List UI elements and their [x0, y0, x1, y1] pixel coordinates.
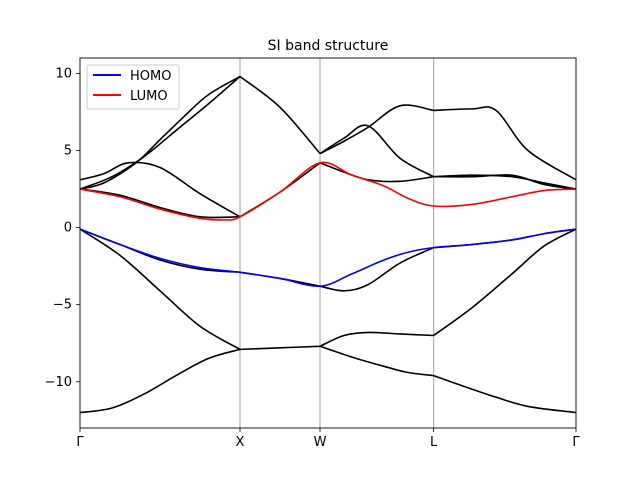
band-line-12 [239, 75, 321, 155]
band-line-9 [319, 246, 434, 292]
xtick-label-4: Γ [572, 435, 580, 450]
ytick-label-1: 5 [64, 144, 72, 159]
legend-label-lumo: LUMO [130, 89, 168, 104]
band-line-4 [79, 228, 241, 351]
ytick-label-2: 0 [64, 221, 72, 236]
band-line-19 [319, 124, 434, 178]
ytick-label-0: 10 [55, 66, 72, 81]
xtick-label-3: L [430, 435, 438, 450]
band-line-2 [319, 331, 434, 348]
band-line-6 [433, 374, 577, 414]
xtick-label-1: X [236, 435, 245, 450]
band-line-15 [79, 161, 241, 218]
band-line-13 [319, 104, 434, 155]
legend-label-homo: HOMO [130, 69, 171, 84]
band-line-0 [79, 348, 241, 414]
band-line-18 [433, 174, 577, 190]
lumo-line [79, 161, 577, 221]
band-line-14 [433, 106, 577, 181]
homo-line [79, 228, 577, 287]
plot-frame [79, 57, 577, 429]
band-line-11 [79, 75, 241, 190]
legend: HOMO LUMO [86, 64, 180, 110]
plot-area: Γ X W L Γ 10 5 0 −5 −10 [45, 57, 580, 450]
band-line-3 [433, 228, 577, 337]
plot-background [80, 58, 576, 428]
ytick-label-3: −5 [53, 298, 72, 313]
chart-title: SI band structure [268, 38, 389, 54]
band-line-1 [239, 345, 321, 351]
band-line-5 [319, 345, 434, 377]
ytick-label-4: −10 [45, 375, 72, 390]
xtick-label-2: W [314, 435, 327, 450]
band-line-20 [433, 174, 577, 190]
band-line-22 [79, 188, 241, 219]
xtick-label-0: Γ [76, 435, 84, 450]
band-line-21 [79, 75, 241, 190]
